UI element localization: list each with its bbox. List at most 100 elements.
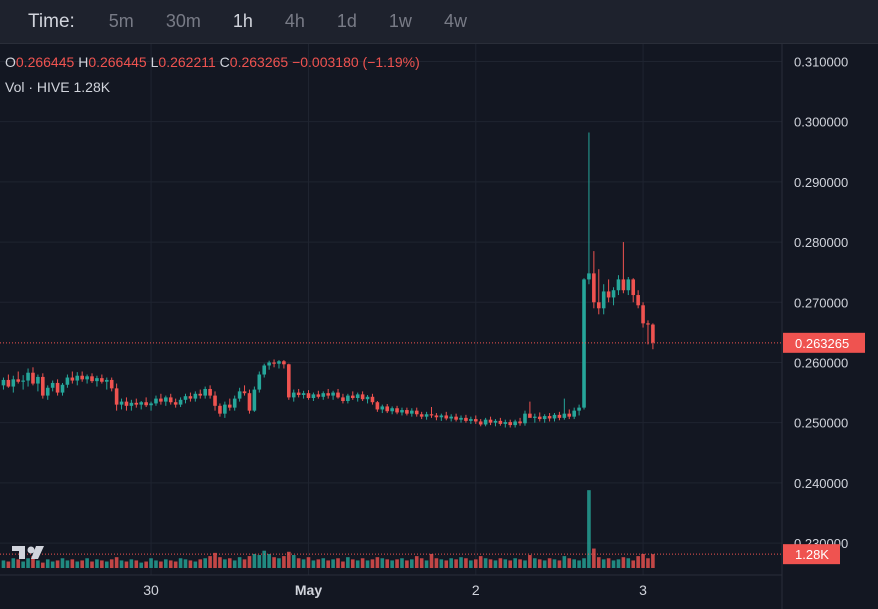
interval-1d-button[interactable]: 1d bbox=[336, 11, 357, 31]
last-price-marker: 0.263265 bbox=[0, 332, 865, 353]
candles bbox=[1, 132, 655, 428]
volume-bar bbox=[464, 558, 468, 568]
volume-bar bbox=[552, 559, 557, 568]
candle-body bbox=[523, 413, 527, 424]
price-chart[interactable]: 0.310000 0.300000 0.290000 0.280000 0.270000… bbox=[0, 44, 878, 609]
candle-body bbox=[124, 401, 129, 406]
candle-body bbox=[444, 415, 449, 419]
volume-bar bbox=[400, 558, 404, 568]
volume-bar bbox=[208, 556, 212, 568]
volume-bar bbox=[346, 557, 350, 568]
candle-body bbox=[483, 419, 488, 425]
candle-body bbox=[341, 397, 345, 402]
volume-bar bbox=[109, 559, 114, 568]
volume-bar bbox=[592, 548, 596, 568]
candle-body bbox=[606, 291, 611, 298]
candle-body bbox=[203, 388, 207, 396]
volume-bar bbox=[380, 558, 385, 568]
candle-body bbox=[513, 421, 517, 426]
volume-bar bbox=[45, 559, 50, 568]
volume-bar bbox=[134, 560, 139, 568]
volume-bar bbox=[606, 558, 611, 568]
candle-body bbox=[370, 396, 375, 403]
candle-body bbox=[592, 273, 596, 303]
volume-bar bbox=[641, 553, 645, 568]
candle-body bbox=[646, 323, 650, 325]
volume-bar bbox=[168, 560, 173, 568]
candle-body bbox=[119, 401, 124, 405]
volume-bar bbox=[149, 558, 153, 568]
candle-body bbox=[198, 393, 203, 396]
volume-bar bbox=[626, 558, 631, 568]
volume-bar bbox=[262, 550, 267, 568]
candle-body bbox=[178, 399, 183, 405]
volume-bar bbox=[449, 558, 453, 568]
candle-body bbox=[168, 397, 173, 403]
volume-bar bbox=[513, 558, 517, 568]
interval-4w-button[interactable]: 4w bbox=[443, 11, 467, 31]
volume-bar bbox=[616, 559, 621, 568]
ohlc-legend: O0.266445 H0.266445 L0.262211 C0.263265 … bbox=[5, 54, 420, 70]
candle-body bbox=[257, 374, 262, 390]
candle-body bbox=[114, 388, 119, 405]
volume-bar bbox=[350, 559, 355, 568]
close-value: 0.263265 bbox=[229, 54, 289, 70]
volume-bar bbox=[75, 561, 80, 568]
candle-body bbox=[41, 376, 45, 396]
candle-body bbox=[164, 397, 168, 402]
candle-body bbox=[159, 398, 163, 402]
interval-5m-button[interactable]: 5m bbox=[108, 11, 134, 31]
volume-bar bbox=[198, 559, 203, 568]
volume-bar bbox=[36, 560, 40, 568]
volume-bar bbox=[311, 560, 316, 568]
interval-1h-button[interactable]: 1h bbox=[232, 11, 253, 31]
volume-bar bbox=[218, 557, 222, 568]
candle-body bbox=[183, 396, 188, 400]
volume-bar bbox=[567, 558, 572, 568]
volume-bar bbox=[55, 560, 60, 568]
interval-4h-button[interactable]: 4h bbox=[284, 11, 305, 31]
candle-body bbox=[218, 405, 222, 414]
candle-body bbox=[6, 379, 11, 387]
volume-bar bbox=[473, 559, 478, 568]
high-label: H bbox=[78, 54, 89, 70]
price-tick-label: 0.250000 bbox=[794, 416, 848, 431]
volume-legend: Vol · HIVE 1.28K bbox=[5, 79, 110, 95]
close-label: C bbox=[219, 54, 230, 70]
volume-bar bbox=[1, 560, 6, 568]
volume-bar bbox=[488, 559, 493, 568]
candle-body bbox=[405, 410, 409, 414]
candle-body bbox=[596, 302, 601, 309]
candle-body bbox=[464, 417, 468, 421]
interval-30m-button[interactable]: 30m bbox=[165, 11, 201, 31]
candle-body bbox=[326, 393, 330, 396]
volume-bar bbox=[296, 558, 301, 568]
candle-body bbox=[272, 362, 276, 364]
last-price-badge bbox=[783, 332, 865, 353]
interval-1w-button[interactable]: 1w bbox=[388, 11, 412, 31]
price-tick-label: 0.310000 bbox=[794, 54, 848, 69]
candle-body bbox=[572, 410, 576, 417]
volume-bar bbox=[385, 559, 390, 568]
candle-body bbox=[439, 415, 444, 418]
candle-body bbox=[282, 361, 286, 365]
volume-bar bbox=[478, 556, 483, 568]
candle-body bbox=[223, 404, 227, 414]
volume-bar bbox=[247, 556, 252, 568]
volume-bar bbox=[503, 559, 508, 568]
volume-bar bbox=[267, 553, 271, 568]
candle-body bbox=[537, 416, 542, 420]
candle-body bbox=[109, 379, 114, 389]
volume-bar bbox=[124, 561, 129, 568]
volume-bar bbox=[178, 558, 183, 568]
volume-bar bbox=[542, 560, 547, 568]
last-price-label: 0.263265 bbox=[795, 336, 849, 351]
volume-bars bbox=[1, 490, 655, 568]
candle-body bbox=[21, 380, 25, 382]
volume-bar bbox=[370, 559, 375, 568]
volume-bar bbox=[100, 560, 104, 568]
volume-bar bbox=[70, 559, 75, 568]
volume-bar bbox=[95, 559, 99, 568]
candle-body bbox=[31, 372, 35, 384]
candle-body bbox=[518, 421, 522, 424]
